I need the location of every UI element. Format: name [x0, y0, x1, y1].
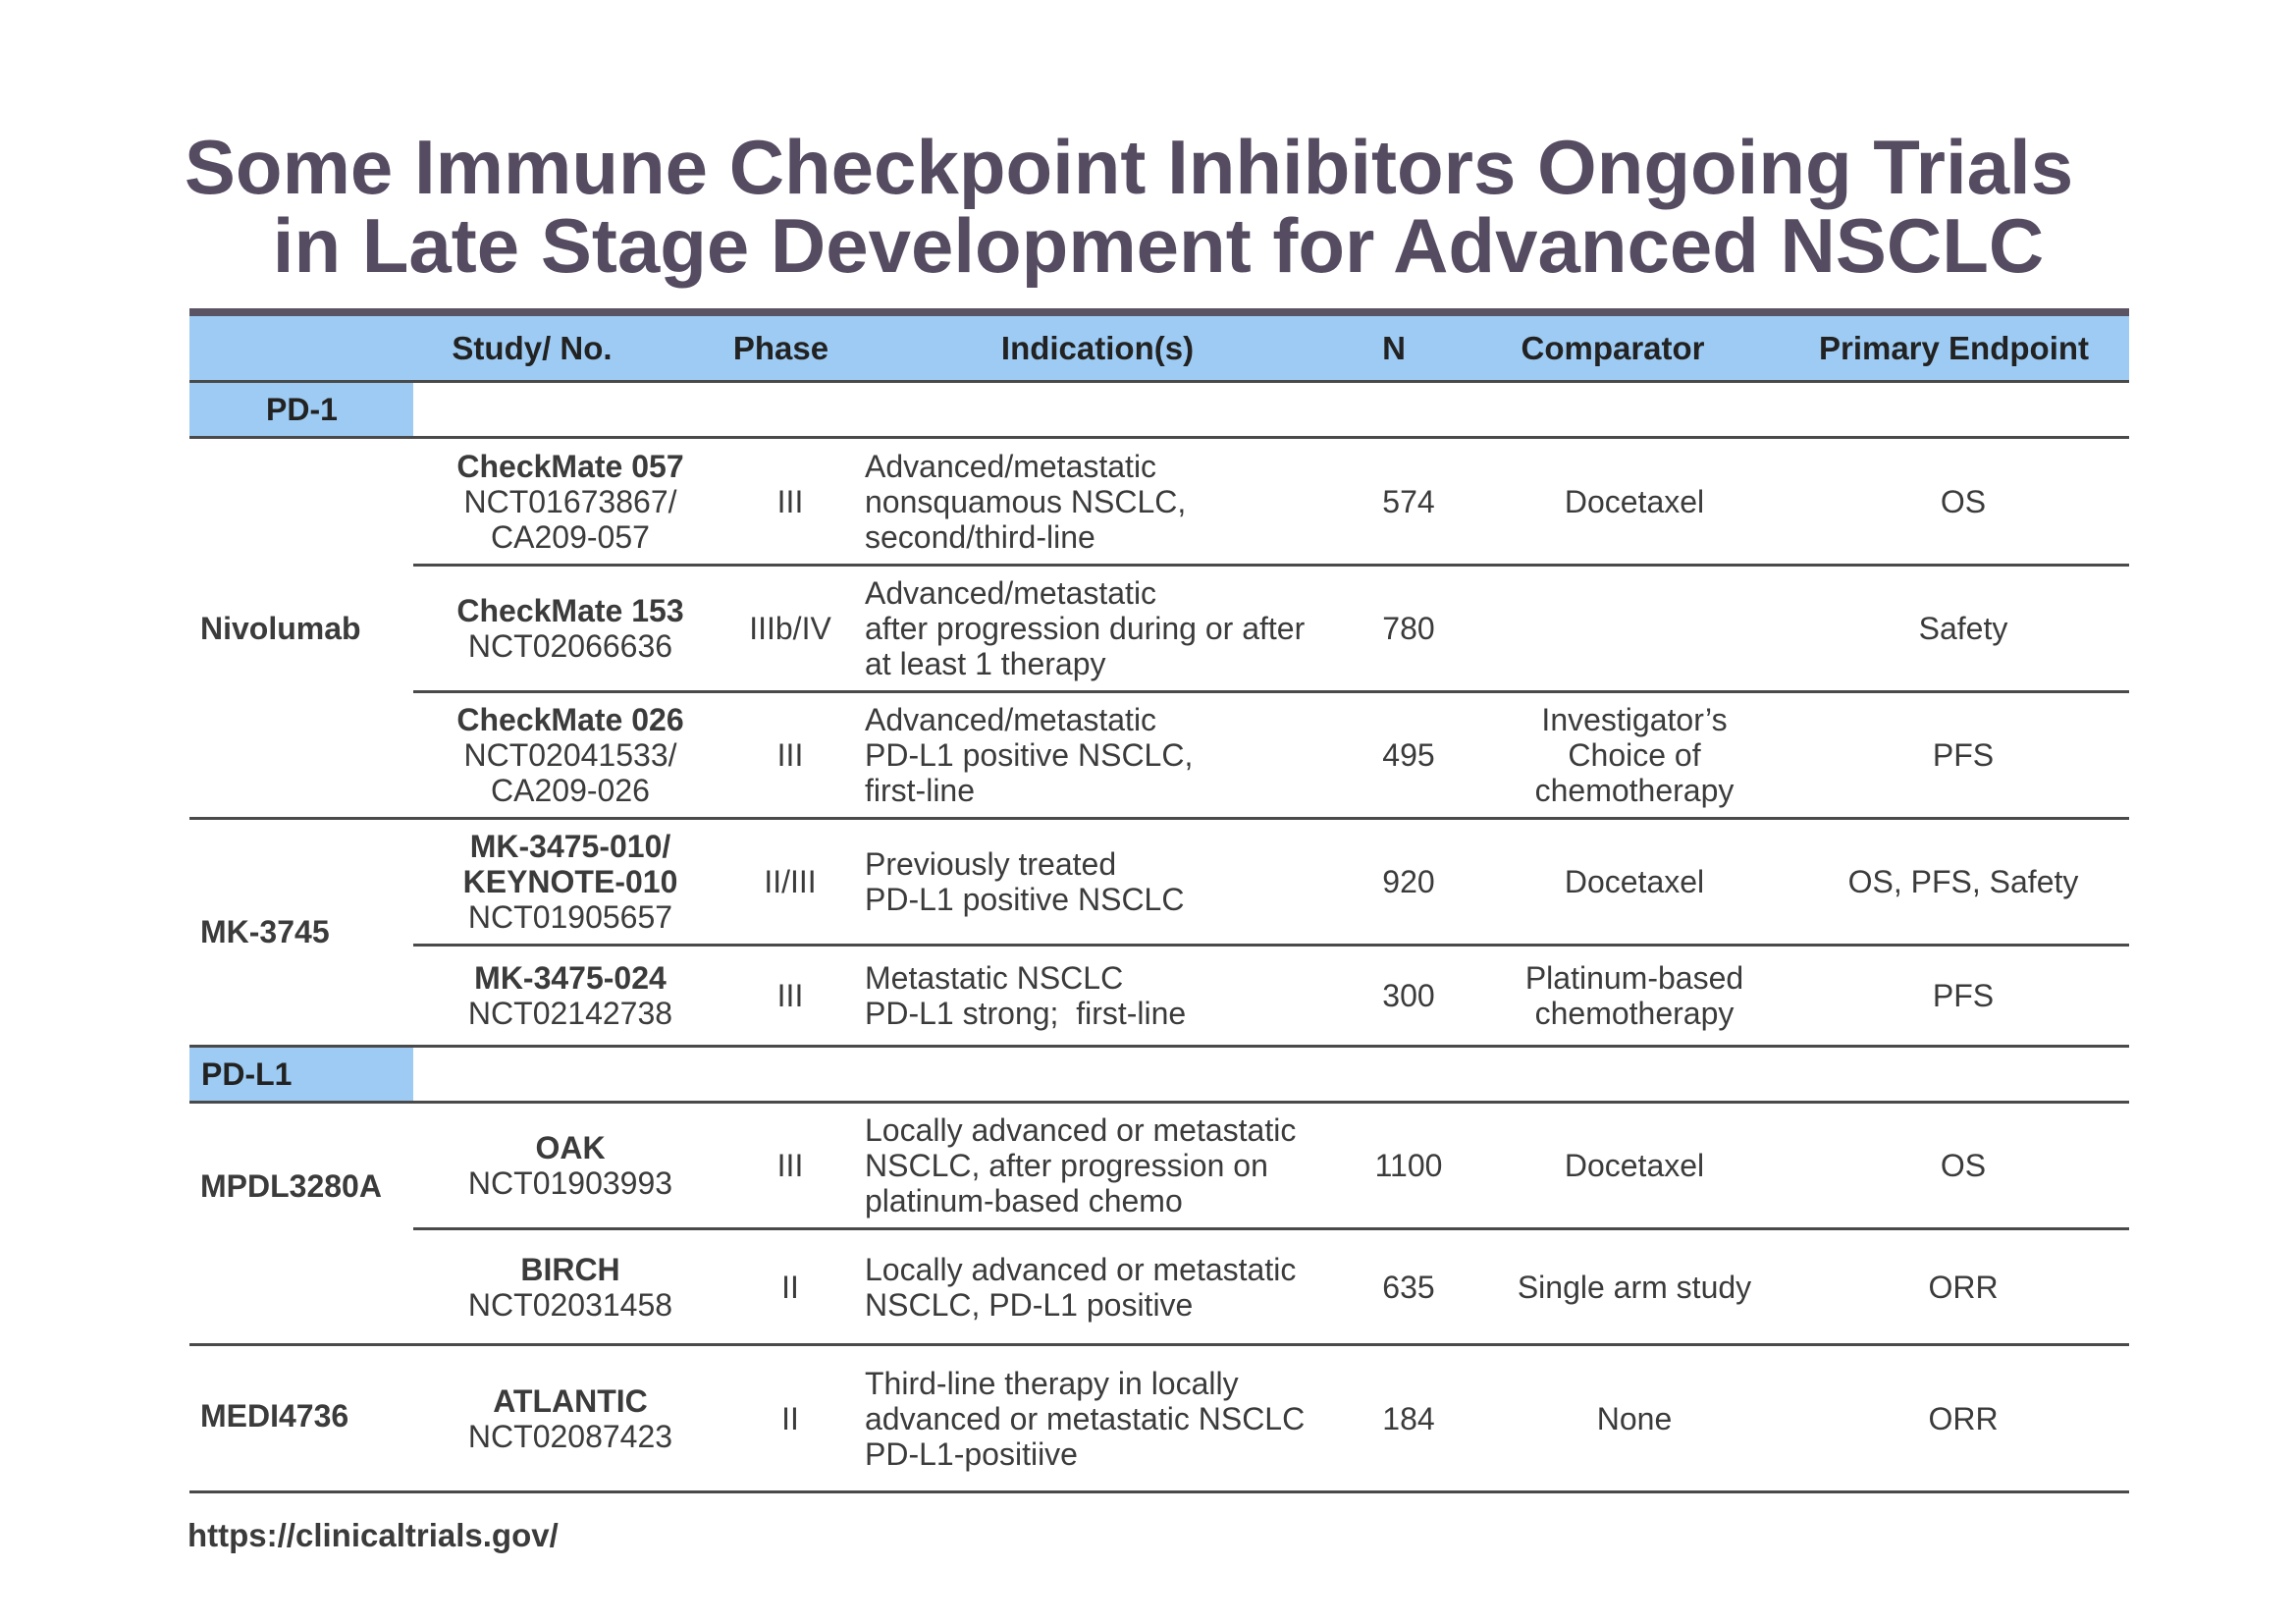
study-id: NCT02031458	[467, 1286, 673, 1323]
row-divider	[189, 817, 2129, 820]
n-cell: 300	[1382, 978, 1435, 1013]
page-title: Some Immune Checkpoint Inhibitors Ongoin…	[147, 128, 2110, 285]
study-name: CheckMate 057	[456, 449, 684, 484]
n-cell: 184	[1382, 1400, 1435, 1436]
header-indication: Indication(s)	[1000, 330, 1195, 366]
row-divider	[413, 690, 2129, 693]
study-id: NCT01673867/	[463, 484, 677, 519]
study-id: CA209-057	[491, 519, 650, 555]
header-primary-endpoint: Primary Endpoint	[1818, 330, 2090, 366]
study-cell: MK-3475-010/ KEYNOTE-010 NCT01905657	[413, 820, 727, 944]
study-id: NCT02142738	[467, 996, 673, 1031]
study-name: CheckMate 153	[456, 593, 684, 628]
study-name: ATLANTIC	[493, 1382, 648, 1419]
study-id: NCT02066636	[467, 628, 673, 664]
table-top-rule	[189, 308, 2129, 316]
endpoint-cell: Safety	[1918, 611, 2008, 646]
phase-cell: III	[776, 737, 804, 773]
drug-mk3745: MK-3745	[200, 914, 330, 949]
phase-cell: II	[781, 1269, 799, 1305]
study-id: NCT01905657	[467, 899, 673, 935]
comparator-cell: Single arm study	[1517, 1269, 1752, 1305]
row-divider	[413, 944, 2129, 947]
study-name: BIRCH	[520, 1251, 620, 1287]
study-cell: ATLANTIC NCT02087423	[413, 1346, 727, 1490]
study-id: NCT02041533/	[463, 737, 677, 773]
study-id: NCT02087423	[467, 1418, 673, 1454]
indication-cell: Metastatic NSCLC PD-L1 strong; first-lin…	[865, 960, 1187, 1031]
n-cell: 495	[1382, 737, 1435, 773]
n-cell: 635	[1382, 1269, 1435, 1305]
study-name: OAK	[535, 1130, 606, 1165]
phase-cell: III	[776, 1148, 804, 1183]
n-cell: 780	[1382, 611, 1435, 646]
phase-cell: II/III	[764, 864, 817, 899]
study-cell: CheckMate 057 NCT01673867/ CA209-057	[413, 439, 727, 565]
row-divider	[413, 564, 2129, 567]
study-name: MK-3475-010/	[469, 829, 671, 864]
study-cell: CheckMate 026 NCT02041533/ CA209-026	[413, 693, 727, 817]
comparator-cell: Docetaxel	[1564, 1148, 1705, 1183]
header-phase: Phase	[732, 330, 829, 366]
indication-cell: Previously treated PD-L1 positive NSCLC	[865, 846, 1185, 917]
header-comparator: Comparator	[1521, 330, 1705, 366]
indication-cell: Third-line therapy in locally advanced o…	[865, 1365, 1306, 1472]
row-divider	[189, 1045, 2129, 1048]
indication-cell: Advanced/metastatic nonsquamous NSCLC, s…	[865, 449, 1187, 555]
phase-cell: IIIb/IV	[749, 611, 831, 646]
n-cell: 920	[1382, 864, 1435, 899]
study-cell: OAK NCT01903993	[413, 1104, 727, 1227]
endpoint-cell: OS	[1940, 484, 1987, 519]
table-bottom-rule	[189, 1490, 2129, 1493]
comparator-cell: Docetaxel	[1564, 484, 1705, 519]
phase-cell: III	[776, 978, 804, 1013]
endpoint-cell: OS, PFS, Safety	[1847, 864, 2079, 899]
n-cell: 1100	[1374, 1148, 1443, 1183]
comparator-cell: Docetaxel	[1564, 864, 1705, 899]
group-row-pdl1: PD-L1	[189, 1048, 2129, 1104]
indication-cell: Advanced/metastatic after progression du…	[865, 575, 1306, 681]
drug-medi4736: MEDI4736	[200, 1398, 349, 1434]
title-line-2: in Late Stage Development for Advanced N…	[272, 202, 2045, 289]
study-name: MK-3475-024	[474, 960, 667, 996]
header-study: Study/ No.	[452, 330, 613, 366]
group-row-pd1: PD-1	[189, 383, 2129, 439]
comparator-cell: None	[1596, 1400, 1673, 1436]
comparator-cell: Platinum-based chemotherapy	[1524, 960, 1744, 1031]
study-id: NCT01903993	[467, 1165, 673, 1201]
study-name: CheckMate 026	[456, 702, 684, 737]
drug-nivolumab: Nivolumab	[200, 611, 361, 646]
table-header-row: Study/ No. Phase Indication(s) N Compara…	[189, 316, 2129, 383]
indication-cell: Advanced/metastatic PD-L1 positive NSCLC…	[865, 702, 1194, 808]
phase-cell: III	[776, 484, 804, 519]
phase-cell: II	[781, 1400, 799, 1436]
study-name: KEYNOTE-010	[462, 864, 678, 899]
indication-cell: Locally advanced or metastatic NSCLC, PD…	[865, 1251, 1297, 1323]
study-cell: BIRCH NCT02031458	[413, 1230, 727, 1343]
endpoint-cell: OS	[1940, 1148, 1987, 1183]
study-cell: MK-3475-024 NCT02142738	[413, 947, 727, 1045]
study-id: CA209-026	[491, 773, 650, 808]
source-url: https://clinicaltrials.gov/	[187, 1517, 559, 1553]
group-label-pd1: PD-1	[189, 383, 413, 436]
header-n: N	[1382, 330, 1406, 366]
comparator-cell: Investigator’s Choice of chemotherapy	[1534, 702, 1735, 808]
row-divider	[413, 1227, 2129, 1230]
title-line-1: Some Immune Checkpoint Inhibitors Ongoin…	[184, 124, 2074, 210]
endpoint-cell: PFS	[1932, 978, 1995, 1013]
study-cell: CheckMate 153 NCT02066636	[413, 567, 727, 690]
n-cell: 574	[1382, 484, 1435, 519]
drug-mpdl3280a: MPDL3280A	[200, 1168, 382, 1204]
endpoint-cell: ORR	[1928, 1269, 1999, 1305]
row-divider	[189, 1343, 2129, 1346]
indication-cell: Locally advanced or metastatic NSCLC, af…	[865, 1112, 1297, 1218]
group-label-pdl1: PD-L1	[189, 1048, 413, 1101]
endpoint-cell: PFS	[1932, 737, 1995, 773]
endpoint-cell: ORR	[1928, 1400, 1999, 1436]
